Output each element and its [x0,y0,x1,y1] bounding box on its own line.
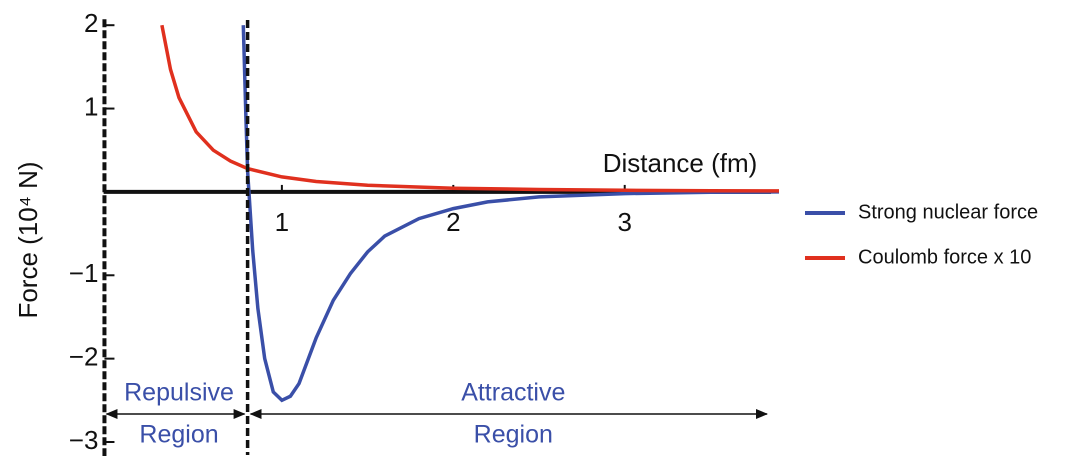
plot-area [160,24,780,403]
x-tick-label: 1 [275,207,289,237]
x-tick-label: 3 [617,207,631,237]
y-tick-label: 2 [84,8,98,38]
region-label: Region [474,421,553,449]
y-tick-label: 1 [84,91,98,121]
series-line [241,25,780,403]
series-line [160,24,780,193]
region-label: Repulsive [124,379,234,407]
x-axis-label: Distance (fm) [603,148,758,178]
legend-label: Strong nuclear force [858,201,1038,223]
y-axis-label: Force (10⁴ N) [13,161,43,318]
y-tick-label: −3 [69,425,99,455]
region-label: Region [139,421,218,449]
y-tick-label: −1 [69,258,99,288]
y-tick-label: −2 [69,342,99,372]
x-tick-label: 2 [446,207,460,237]
region-label: Attractive [461,379,565,407]
legend-label: Coulomb force x 10 [858,246,1031,268]
